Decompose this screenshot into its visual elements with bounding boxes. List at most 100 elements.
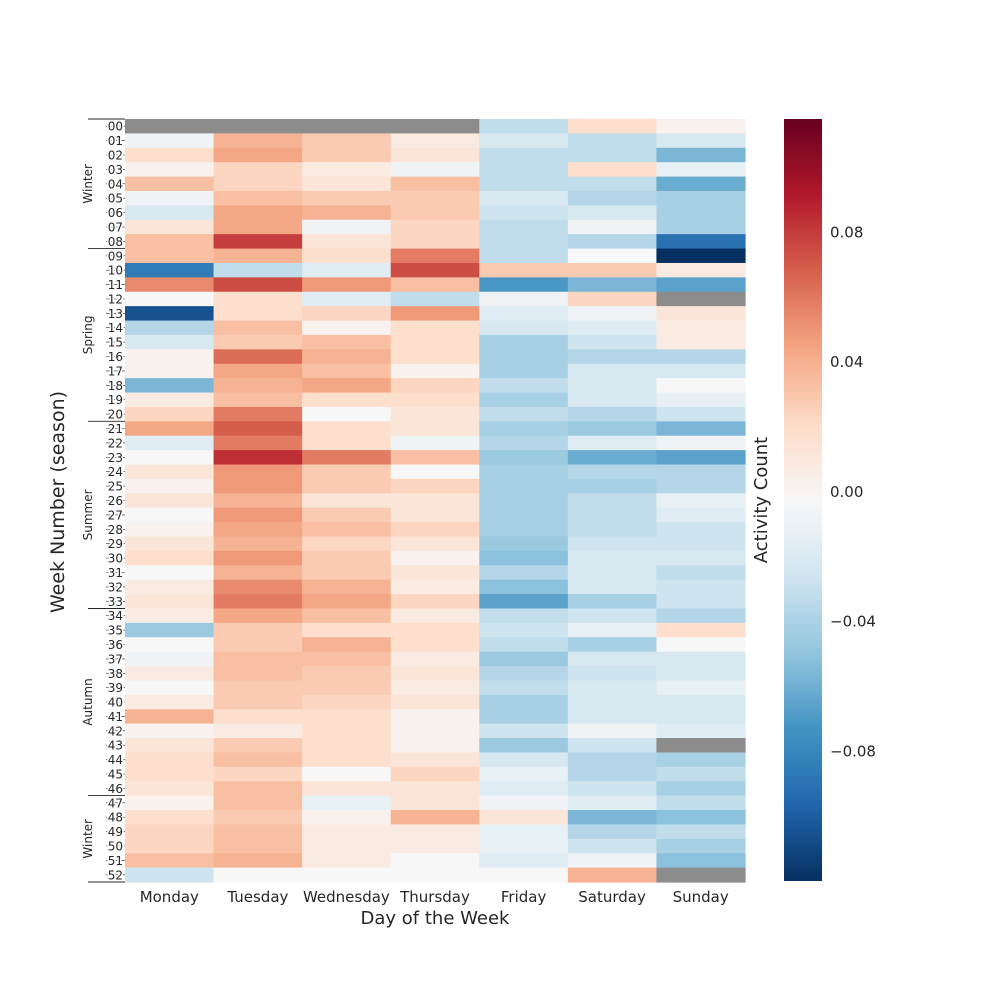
heatmap-cell <box>656 248 746 264</box>
y-tick-label: 15 <box>108 336 123 350</box>
heatmap-cell <box>567 205 658 221</box>
heatmap-cell <box>302 752 392 768</box>
heatmap-cell <box>567 622 658 638</box>
heatmap-cell <box>567 522 658 538</box>
heatmap-cell <box>567 334 658 350</box>
heatmap-cell <box>213 464 303 480</box>
heatmap-cell <box>656 190 746 206</box>
heatmap-cell <box>390 291 480 307</box>
heatmap-cell <box>213 190 303 206</box>
heatmap-cell <box>302 493 392 509</box>
heatmap-cell <box>479 738 569 754</box>
y-tick-label: 30 <box>108 552 123 566</box>
heatmap-cell <box>125 637 215 653</box>
heatmap-cell <box>656 810 746 826</box>
heatmap-cell <box>125 565 215 581</box>
heatmap-cell <box>390 147 480 163</box>
heatmap-cell <box>125 608 215 624</box>
heatmap-cell <box>213 435 303 451</box>
y-tick-label: 25 <box>108 480 123 494</box>
y-tick-label: 16 <box>108 350 123 364</box>
heatmap-cell <box>390 781 480 797</box>
heatmap-cell <box>390 190 480 206</box>
heatmap-cell <box>479 392 569 408</box>
heatmap-cell <box>656 262 746 278</box>
heatmap-cell <box>479 291 569 307</box>
heatmap-cell <box>656 694 746 710</box>
heatmap-cell <box>302 550 392 566</box>
heatmap-cell <box>213 550 303 566</box>
heatmap-cell <box>567 320 658 336</box>
heatmap-cell <box>125 119 215 134</box>
heatmap-cell <box>302 522 392 538</box>
heatmap-cell <box>302 810 392 826</box>
y-tick-label: 00 <box>108 120 123 134</box>
y-tick-label: 13 <box>108 307 123 321</box>
heatmap-cell <box>302 262 392 278</box>
heatmap-cell <box>125 766 215 782</box>
heatmap-cell <box>302 838 392 854</box>
y-tick-label: 36 <box>108 638 123 652</box>
x-tick-label: Tuesday <box>226 888 288 906</box>
heatmap-cell <box>213 306 303 322</box>
heatmap-cell <box>656 637 746 653</box>
heatmap-cell <box>125 795 215 811</box>
heatmap-cell <box>656 277 746 293</box>
heatmap-cell <box>479 594 569 610</box>
y-tick-label: 07 <box>108 221 123 235</box>
heatmap-cell <box>656 853 746 869</box>
heatmap-cell <box>390 838 480 854</box>
heatmap-cell <box>567 133 658 149</box>
heatmap-cell <box>125 176 215 192</box>
heatmap-cell <box>390 694 480 710</box>
y-tick-label: 49 <box>108 825 123 839</box>
heatmap-cell <box>390 219 480 235</box>
heatmap-cell <box>125 838 215 854</box>
heatmap-cell <box>390 320 480 336</box>
heatmap-cell <box>567 680 658 696</box>
heatmap-cell <box>656 579 746 595</box>
y-tick-label: 52 <box>108 868 123 882</box>
heatmap-cell <box>213 262 303 278</box>
heatmap-cell <box>567 406 658 422</box>
y-tick-label: 33 <box>108 595 123 609</box>
y-tick-label: 32 <box>108 580 123 594</box>
heatmap-cell <box>302 853 392 869</box>
heatmap-cell <box>479 622 569 638</box>
y-tick-label: 39 <box>108 681 123 695</box>
heatmap-cell <box>213 666 303 682</box>
heatmap-cell <box>567 306 658 322</box>
heatmap-cell <box>125 810 215 826</box>
heatmap-cell <box>479 853 569 869</box>
heatmap-cell <box>567 781 658 797</box>
heatmap-cell <box>125 522 215 538</box>
heatmap-cell <box>656 651 746 667</box>
heatmap-cell <box>479 795 569 811</box>
heatmap-cell <box>125 234 215 250</box>
y-tick-label: 04 <box>108 177 123 191</box>
heatmap-cell <box>656 738 746 754</box>
colorbar-tick-label: 0.08 <box>830 224 863 242</box>
heatmap-cell <box>479 666 569 682</box>
heatmap-cell <box>125 781 215 797</box>
colorbar-tick-label: −0.08 <box>830 742 876 760</box>
heatmap-cell <box>213 507 303 523</box>
heatmap-cell <box>213 723 303 739</box>
heatmap-cell <box>213 493 303 509</box>
heatmap-cell <box>302 536 392 552</box>
heatmap-cell <box>302 651 392 667</box>
heatmap-cell <box>479 766 569 782</box>
heatmap-cell <box>479 421 569 437</box>
heatmap-cell <box>125 320 215 336</box>
heatmap-cell <box>390 262 480 278</box>
heatmap-cell <box>125 378 215 394</box>
heatmap-cell <box>390 406 480 422</box>
heatmap-cell <box>479 694 569 710</box>
heatmap-cell <box>479 637 569 653</box>
heatmap-cell <box>213 450 303 466</box>
heatmap-cell <box>390 723 480 739</box>
heatmap-cell <box>302 119 392 134</box>
heatmap-cell <box>390 176 480 192</box>
heatmap-cell <box>479 550 569 566</box>
heatmap-cell <box>125 190 215 206</box>
